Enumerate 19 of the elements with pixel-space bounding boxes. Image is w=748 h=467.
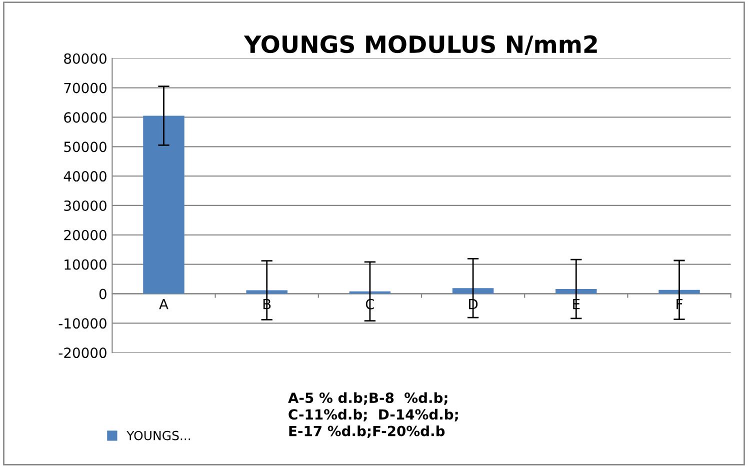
y-tick-label: 30000 bbox=[64, 200, 106, 211]
y-tick-label: 10000 bbox=[64, 259, 106, 270]
y-tick-label: -20000 bbox=[58, 348, 106, 358]
y-tick-label: 60000 bbox=[64, 112, 106, 123]
y-tick-label: 70000 bbox=[64, 82, 106, 94]
legend-label: YOUNGS... bbox=[126, 430, 190, 440]
y-tick-label: -10000 bbox=[58, 318, 106, 329]
y-tick-label: 0 bbox=[99, 288, 106, 300]
y-tick-label: 40000 bbox=[64, 171, 106, 182]
y-tick-label: 80000 bbox=[64, 53, 106, 64]
bar bbox=[556, 289, 597, 294]
y-tick-label: 50000 bbox=[64, 142, 106, 152]
chart-title: YOUNGS MODULUS N/mm2 bbox=[244, 35, 597, 56]
bar bbox=[452, 288, 494, 294]
bar bbox=[246, 290, 288, 294]
y-tick-label: 20000 bbox=[64, 230, 106, 240]
x-tick-label: A bbox=[159, 299, 168, 310]
bar bbox=[143, 116, 184, 294]
text: A-5 % d.b;B-8 %d.b; C-11%d.b; D-14%d.b; E-17 %d.b;F-20%d.b bbox=[288, 392, 458, 438]
